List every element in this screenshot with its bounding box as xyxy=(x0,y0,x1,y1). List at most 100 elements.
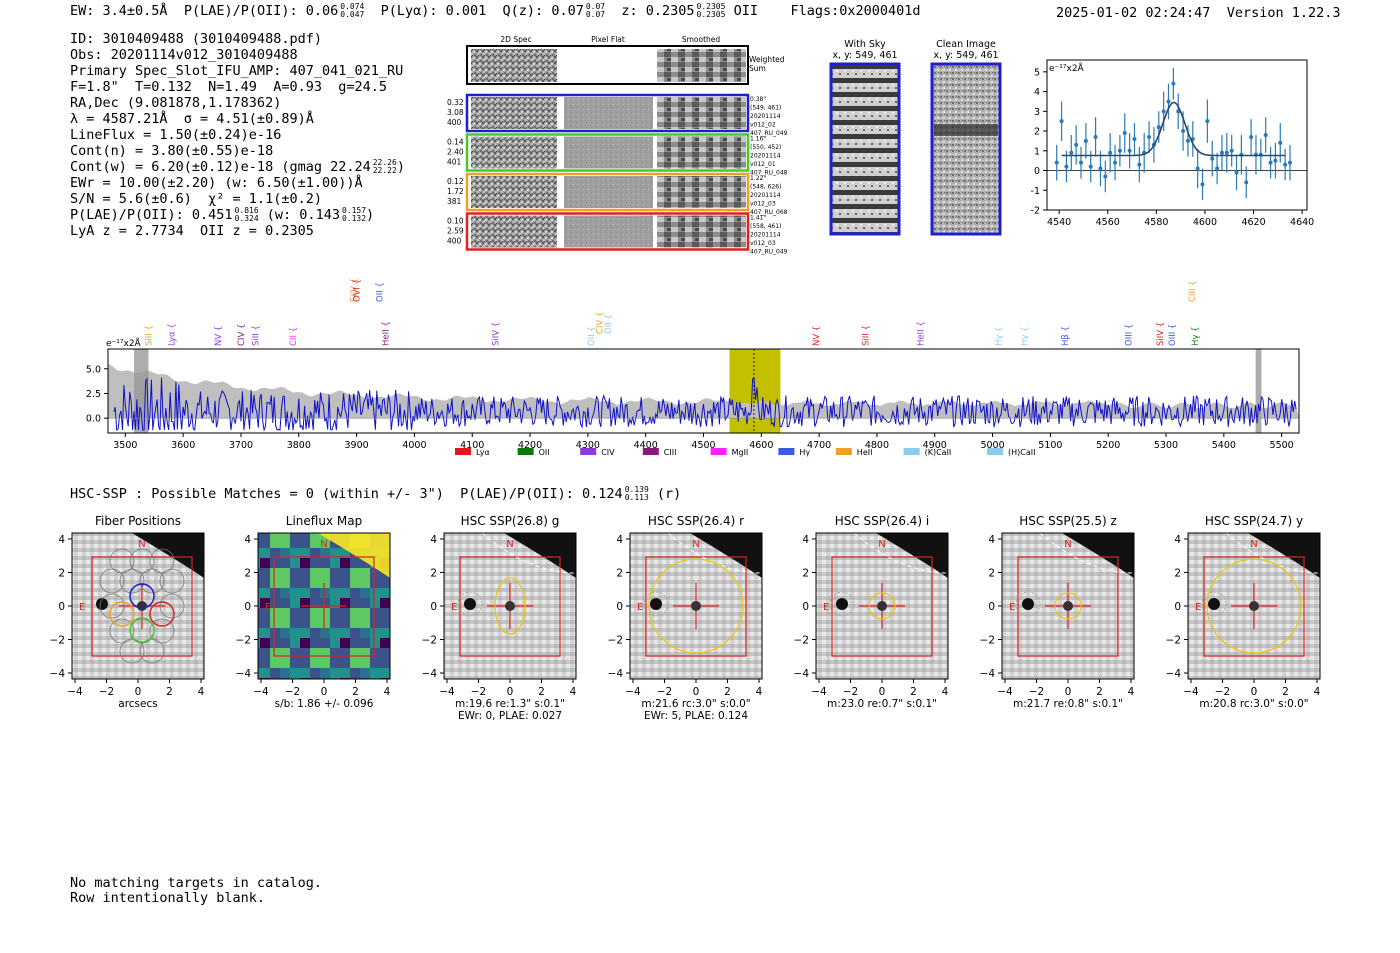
cutout-2d-spec xyxy=(471,176,557,208)
footer-line-1: No matching targets in catalog. xyxy=(70,875,322,891)
cutout-right-label: 1.41" xyxy=(750,215,766,222)
legend-swatch xyxy=(455,448,471,455)
hsc-north-label: N xyxy=(692,539,699,550)
cutout-left-label: 400 xyxy=(447,237,462,246)
plae-lower: 0.324 xyxy=(234,214,259,223)
spec-x-tick-label: 4200 xyxy=(518,440,542,451)
hsc-bright-source xyxy=(318,533,390,578)
spec-x-tick-label: 4600 xyxy=(749,440,773,451)
fit-data-point xyxy=(1156,125,1161,130)
fit-data-point xyxy=(1219,150,1224,155)
hsc-bright-source xyxy=(1248,533,1320,578)
fit-data-point xyxy=(1083,138,1088,143)
cutout-right-label: 407_RU_049 xyxy=(750,130,788,137)
hsc-y-tick-label: −2 xyxy=(980,635,995,647)
fit-data-point xyxy=(1210,156,1215,161)
hsc-y-tick-label: 4 xyxy=(1174,534,1181,546)
hsc-y-tick-label: 0 xyxy=(58,601,65,613)
hsc-caption-2: EWr: 0, PLAE: 0.027 xyxy=(458,710,562,722)
fit-data-point xyxy=(1181,129,1186,134)
legend-swatch xyxy=(778,448,795,455)
fit-data-point xyxy=(1215,166,1220,171)
fit-data-point xyxy=(1088,164,1093,169)
z-lower: 0.2305 xyxy=(696,10,726,19)
hsc-panel-frame xyxy=(71,532,205,680)
with-sky-coord: x, y: 549, 461 xyxy=(832,50,897,61)
fit-data-point xyxy=(1137,162,1142,167)
fit-data-point xyxy=(1273,158,1278,163)
weighted-label-1: Weighted xyxy=(749,55,785,64)
fit-data-point xyxy=(1249,134,1254,139)
hsc-y-tick-label: −4 xyxy=(794,668,810,680)
hsc-source-blob xyxy=(1022,598,1034,610)
fiber-circle xyxy=(159,568,185,594)
fit-data-point xyxy=(1103,174,1108,179)
hsc-aperture xyxy=(868,592,896,620)
hsc-y-tick-label: 4 xyxy=(430,534,437,546)
spec-x-tick-label: 4000 xyxy=(402,440,426,451)
legend-swatch xyxy=(710,448,727,455)
hsc-x-tick-label: −4 xyxy=(1183,686,1199,698)
hsc-x-tick-label: 0 xyxy=(321,686,328,698)
fit-data-point xyxy=(1054,160,1059,165)
fit-data-point xyxy=(1171,81,1176,86)
hsc-y-tick-label: 0 xyxy=(616,601,623,613)
hsc-east-label: E xyxy=(1195,602,1201,613)
hsc-x-tick-label: 2 xyxy=(352,686,359,698)
hsc-north-label: N xyxy=(138,539,145,550)
fit-data-point xyxy=(1147,134,1152,139)
hsc-caption: m:19.6 re:1.3" s:0.1" xyxy=(455,698,565,710)
cutout-right-label: 1.16" xyxy=(750,136,766,143)
cutout-right-label: v012_03 xyxy=(750,240,776,247)
flags-value: Flags:0x2000401d xyxy=(790,3,921,19)
hsc-y-tick-label: 4 xyxy=(988,534,995,546)
col-smoothed: Smoothed xyxy=(682,35,721,44)
hsc-bright-source xyxy=(1062,533,1134,578)
fit-data-point xyxy=(1098,166,1103,171)
spec-line-label: Hγ { xyxy=(1020,326,1030,346)
hsc-panel-title: HSC SSP(26.4) r xyxy=(648,514,744,528)
cutout-right-label: v012_03 xyxy=(750,201,776,208)
fit-data-point xyxy=(1093,134,1098,139)
fiber-circle-blue xyxy=(129,583,155,609)
fit-x-tick-label: 4600 xyxy=(1193,217,1217,228)
spec-line-label-text: OII { xyxy=(587,326,597,346)
hsc-target-blob xyxy=(137,601,147,611)
spec-x-tick-label: 3800 xyxy=(287,440,311,451)
fit-data-point xyxy=(1166,99,1171,104)
info-contw: Cont(w) = 6.20(±0.12)e-18 (gmag 22.24 22.… xyxy=(70,159,405,176)
info-radec: RA,Dec (9.081878,1.178362) xyxy=(70,95,282,111)
legend-swatch xyxy=(517,448,534,455)
fit-y-tick-label: 5 xyxy=(1034,67,1040,78)
hsc-target-blob xyxy=(877,601,887,611)
hsc-x-tick-label: 2 xyxy=(724,686,731,698)
hsc-panel: HSC SSP(26.8) g N E 4 2 0 −2 −4−4 −2 0 2 4 m:19.6 re… xyxy=(422,514,577,722)
hsc-x-tick-label: 0 xyxy=(1065,686,1072,698)
col-2d-spec: 2D Spec xyxy=(500,35,531,44)
hsc-y-tick-label: −4 xyxy=(50,668,65,680)
hsc-x-tick-label: −4 xyxy=(439,686,455,698)
hsc-x-tick-label: 2 xyxy=(166,686,173,698)
spec-line-label: SiIV { xyxy=(350,278,360,302)
cutout-left-label: 0.12 xyxy=(447,177,464,186)
spec-x-tick-label: 4300 xyxy=(576,440,600,451)
cutout-right-label: 407_RU_048 xyxy=(750,170,788,177)
cutout-right-label: 20201114 xyxy=(750,192,781,199)
spec-line-label: NV { xyxy=(214,326,224,346)
plae-header-upper: 0.074 xyxy=(340,2,365,11)
fiber-circle-green xyxy=(129,617,155,643)
hsc-target-blob xyxy=(1063,601,1073,611)
hsc-panel-frame xyxy=(257,532,391,680)
hsc-source-blob xyxy=(464,598,476,610)
spec-line-label: Lyα { xyxy=(168,323,178,346)
cutout-right-label: 0.38" xyxy=(750,96,766,103)
hsc-y-tick-label: −4 xyxy=(236,668,252,680)
info-ewr: EWr = 10.00(±2.20) (w: 6.50(±1.00))Å xyxy=(70,175,363,191)
hsc-bright-mask xyxy=(1225,532,1321,574)
plae-w-lower: 0.132 xyxy=(341,214,367,223)
cutout-right-label: 407_RU_049 xyxy=(750,249,788,256)
spec-line-label-text: CIII { xyxy=(1188,280,1198,302)
spec-line-label: Hγ { xyxy=(994,326,1004,346)
info-sn: S/N = 5.6(±0.6) χ² = 1.1(±0.2) xyxy=(70,191,322,207)
